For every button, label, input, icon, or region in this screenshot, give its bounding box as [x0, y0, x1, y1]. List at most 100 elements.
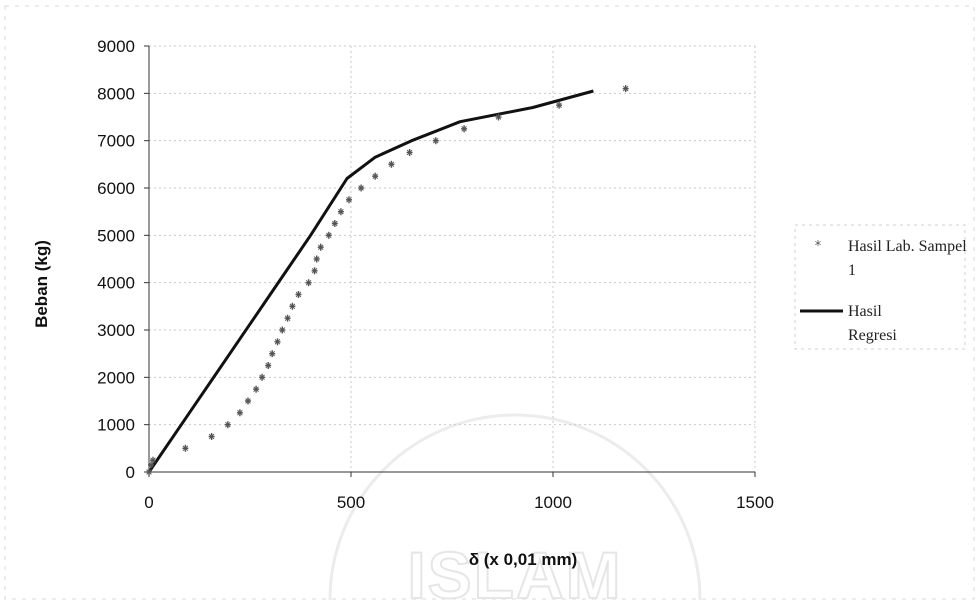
- legend-label-lab-line2: 1: [848, 262, 856, 279]
- data-point: [182, 444, 189, 452]
- data-point: [274, 338, 281, 346]
- y-tick-label: 3000: [97, 321, 135, 340]
- data-point: [236, 409, 243, 417]
- legend-marker-icon: *: [815, 239, 822, 254]
- data-point: [253, 385, 260, 393]
- data-point: [495, 113, 502, 121]
- y-tick-label: 8000: [97, 84, 135, 103]
- data-point-stroke: [326, 232, 332, 239]
- data-point-stroke: [269, 350, 275, 357]
- data-point-stroke: [388, 161, 395, 168]
- y-tick-label: 9000: [97, 37, 135, 56]
- y-tick-label: 1000: [97, 416, 135, 435]
- legend-box: [794, 224, 966, 350]
- data-point-stroke: [259, 374, 265, 381]
- data-point: [265, 362, 272, 369]
- data-point: [317, 243, 324, 251]
- data-point-stroke: [311, 268, 318, 274]
- data-point-stroke: [338, 208, 344, 215]
- legend-label-regresi-line2: Regresi: [848, 327, 897, 344]
- y-tick-labels: 0 1000 2000 3000 4000 5000 6000 7000 8000 9000: [97, 37, 135, 482]
- legend: * Hasil Lab. Sampel 1 Hasil Regresi: [794, 224, 967, 350]
- series-hasil-lab: [146, 85, 629, 476]
- data-point-stroke: [295, 291, 302, 298]
- data-point-stroke: [495, 114, 502, 120]
- data-point-stroke: [406, 149, 413, 156]
- y-tick-label: 7000: [97, 132, 135, 151]
- data-point-stroke: [208, 433, 215, 440]
- data-point-stroke: [182, 445, 189, 452]
- x-tick-label: 1500: [736, 493, 774, 512]
- y-tick-label: 4000: [97, 274, 135, 293]
- data-point-stroke: [279, 327, 286, 333]
- data-point-stroke: [305, 279, 312, 286]
- x-tick-label: 1000: [534, 493, 572, 512]
- data-point-stroke: [225, 421, 231, 428]
- x-tick-label: 500: [337, 493, 365, 512]
- x-tick-label: 0: [144, 493, 153, 512]
- data-point: [305, 279, 312, 287]
- data-point-stroke: [461, 126, 467, 132]
- data-point: [259, 373, 266, 381]
- y-tick-label: 0: [126, 463, 135, 482]
- data-point: [556, 101, 563, 109]
- data-point-stroke: [237, 410, 243, 416]
- data-point: [372, 172, 379, 180]
- data-point: [279, 326, 286, 334]
- watermark-text: ISLAM: [407, 538, 622, 604]
- data-point: [406, 149, 413, 156]
- data-point: [295, 291, 302, 298]
- data-point-stroke: [284, 315, 291, 321]
- data-point-stroke: [313, 256, 320, 262]
- data-point-stroke: [622, 85, 629, 92]
- data-point: [150, 456, 156, 464]
- data-point: [146, 468, 152, 476]
- data-point: [337, 208, 344, 216]
- data-point-stroke: [346, 197, 352, 203]
- data-point-stroke: [265, 362, 271, 369]
- grid: [149, 45, 756, 472]
- data-point-stroke: [274, 339, 281, 345]
- y-tick-label: 5000: [97, 226, 135, 245]
- data-point-stroke: [358, 185, 364, 191]
- x-axis-title: δ (x 0,01 mm): [469, 550, 578, 569]
- y-axis-title: Beban (kg): [32, 240, 51, 328]
- data-point-stroke: [556, 102, 562, 108]
- data-point: [208, 433, 215, 440]
- data-point: [388, 160, 395, 168]
- data-point-stroke: [317, 244, 324, 250]
- x-tick-labels: 0 500 1000 1500: [144, 493, 774, 512]
- data-point: [325, 231, 332, 239]
- data-point-stroke: [433, 137, 439, 144]
- y-tick-label: 6000: [97, 179, 135, 198]
- data-point: [346, 196, 352, 204]
- data-point-stroke: [150, 457, 156, 463]
- data-point: [331, 220, 338, 227]
- data-point-stroke: [146, 469, 152, 475]
- legend-label-regresi-line1: Hasil: [848, 303, 882, 320]
- watermark-arc: [328, 413, 702, 601]
- regression-line: [147, 89, 594, 473]
- data-point-stroke: [332, 220, 338, 227]
- series-hasil-regresi: [147, 89, 594, 473]
- data-point: [622, 85, 629, 93]
- data-point: [284, 314, 291, 322]
- data-point: [311, 267, 318, 275]
- watermark: ISLAM: [328, 413, 702, 604]
- data-point: [313, 255, 320, 263]
- data-point-stroke: [289, 303, 296, 310]
- data-point: [224, 421, 231, 429]
- data-point: [432, 137, 439, 145]
- data-point: [358, 184, 365, 192]
- data-point-stroke: [253, 386, 259, 392]
- data-point: [461, 125, 468, 133]
- data-point: [289, 302, 296, 310]
- y-tick-label: 2000: [97, 368, 135, 387]
- data-point-stroke: [245, 398, 251, 404]
- data-point: [245, 397, 251, 405]
- legend-label-lab-line1: Hasil Lab. Sampel: [848, 238, 967, 255]
- data-point: [269, 350, 276, 358]
- data-point-stroke: [372, 173, 378, 179]
